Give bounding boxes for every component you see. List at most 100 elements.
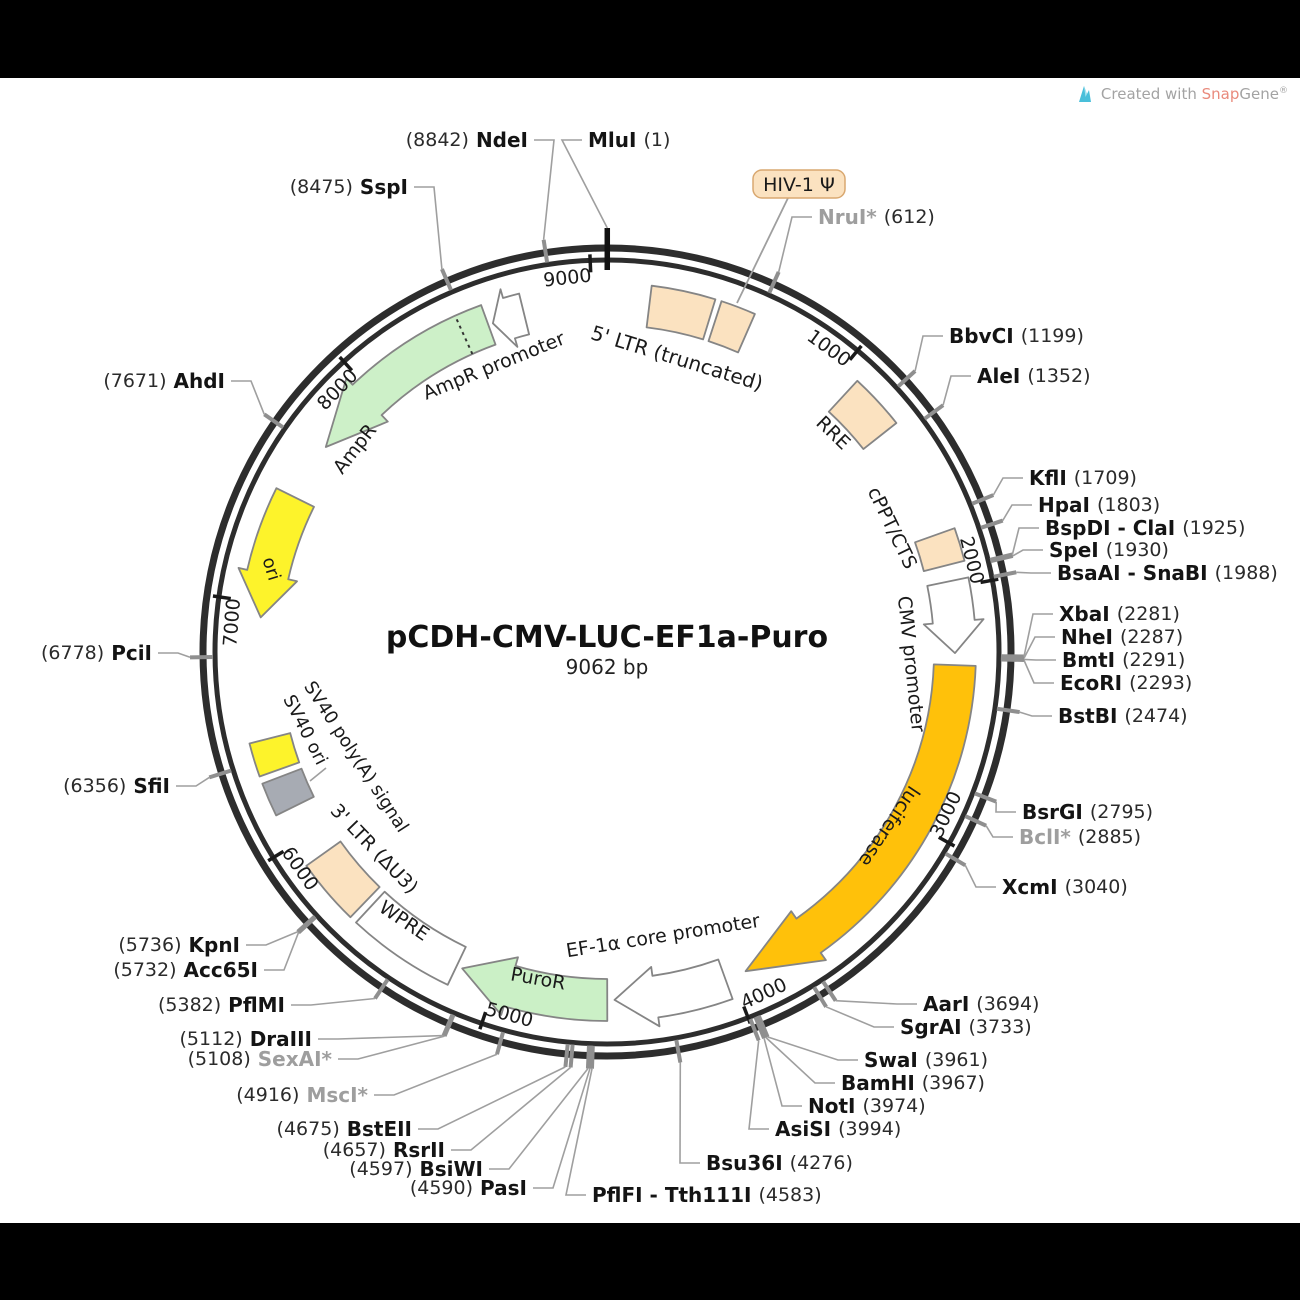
tick-5000 bbox=[478, 1011, 488, 1030]
feature-luc bbox=[744, 663, 977, 973]
site-leader-nhei bbox=[1023, 636, 1055, 659]
site-marker-bsu36i bbox=[674, 1039, 683, 1063]
site-label-ndei: (8842) NdeI bbox=[406, 128, 528, 152]
site-leader-ahdi bbox=[231, 380, 266, 415]
feature-puror bbox=[461, 956, 609, 1022]
site-marker-xcmi bbox=[944, 851, 967, 868]
site-marker-bspdi-clai bbox=[989, 552, 1013, 562]
site-label-rsrii: (4657) RsrII bbox=[323, 1138, 445, 1162]
site-label-bsu36i: Bsu36I (4276) bbox=[706, 1151, 853, 1175]
site-label-nrui-: NruI* (612) bbox=[818, 205, 935, 229]
tick-label-9000: 9000 bbox=[542, 265, 592, 292]
tick-2000 bbox=[980, 577, 999, 585]
site-marker-kfli bbox=[971, 493, 995, 506]
feature-amprp bbox=[492, 288, 530, 348]
feature-label-cmv-promoter: CMV promoter bbox=[893, 595, 929, 734]
site-marker-nrui- bbox=[767, 271, 781, 294]
site-leader-pcii bbox=[158, 652, 191, 659]
tick-9000 bbox=[588, 254, 593, 273]
site-label-noti: NotI (3974) bbox=[808, 1094, 926, 1118]
feature-cppt bbox=[914, 527, 966, 572]
site-leader-bsaai-snabi bbox=[1016, 571, 1051, 574]
site-marker-sexai- bbox=[442, 1014, 456, 1037]
site-label-msci-: (4916) MscI* bbox=[236, 1083, 368, 1107]
feature-wpre bbox=[355, 890, 467, 986]
site-marker-pflfi-tth111i bbox=[589, 1045, 595, 1069]
feature-rre bbox=[827, 379, 898, 450]
site-leader-kfli bbox=[992, 477, 1023, 496]
site-leader-bamhi bbox=[765, 1036, 835, 1084]
site-label-nhei: NheI (2287) bbox=[1061, 625, 1183, 649]
site-label-alei: AleI (1352) bbox=[977, 364, 1091, 388]
site-leader-hpai bbox=[1002, 504, 1032, 522]
site-leader-swai bbox=[767, 1036, 858, 1061]
site-leader-sgrai bbox=[825, 1006, 894, 1028]
site-leader-draiii bbox=[318, 1034, 444, 1040]
site-leader-msci- bbox=[374, 1053, 498, 1096]
site-marker-sspi bbox=[440, 268, 453, 291]
site-leader-asisi bbox=[748, 1040, 769, 1130]
site-label-bamhi: BamHI (3967) bbox=[841, 1071, 985, 1095]
psi-label-text: HIV-1 Ψ bbox=[763, 174, 835, 196]
site-marker-bcli- bbox=[964, 814, 987, 828]
site-leader-bsrgi bbox=[995, 801, 1016, 813]
tick-label-4000: 4000 bbox=[737, 974, 790, 1014]
feature-sv40pa bbox=[248, 732, 301, 778]
psi-label-bubble bbox=[752, 169, 846, 199]
site-marker-alei bbox=[923, 403, 945, 421]
site-marker-pflmi bbox=[373, 978, 390, 1000]
plasmid-title: pCDH-CMV-LUC-EF1a-Puro bbox=[386, 620, 828, 655]
site-marker-bbvci bbox=[896, 369, 917, 388]
site-label-draiii: (5112) DraIII bbox=[180, 1027, 312, 1051]
site-label-bsrgi: BsrGI (2795) bbox=[1022, 800, 1153, 824]
tick-label-1000: 1000 bbox=[803, 325, 855, 371]
feature-label-cppt-cts: cPPT/CTS bbox=[863, 483, 921, 572]
site-marker-swai bbox=[756, 1014, 770, 1038]
site-leader-ecori bbox=[1023, 659, 1054, 684]
feature-ef1a bbox=[613, 958, 734, 1028]
site-leader-pflfi-tth111i bbox=[565, 1068, 593, 1196]
feature-cmv bbox=[922, 576, 985, 654]
feature-label-ef-1-core-promoter: EF-1α core promoter bbox=[565, 910, 762, 962]
tick-7000 bbox=[212, 594, 232, 601]
site-leader-xbai bbox=[1023, 613, 1053, 657]
site-label-hpai: HpaI (1803) bbox=[1038, 493, 1160, 517]
site-leader-ndei bbox=[534, 139, 555, 240]
site-label-spei: SpeI (1930) bbox=[1049, 538, 1169, 562]
site-label-xbai: XbaI (2281) bbox=[1059, 602, 1180, 626]
site-label-kfli: KflI (1709) bbox=[1029, 466, 1137, 490]
site-marker-asisi bbox=[748, 1018, 761, 1042]
feature-ori bbox=[237, 487, 315, 619]
tick-1000 bbox=[848, 344, 863, 361]
site-leader-bstbi bbox=[1019, 711, 1052, 717]
site-marker-bsrgi bbox=[974, 791, 997, 804]
feature-ltr5 bbox=[645, 284, 717, 341]
site-leader-sspi bbox=[414, 186, 443, 270]
site-leader-bbvci bbox=[914, 335, 943, 372]
site-marker-ndei bbox=[541, 239, 550, 263]
tick-6000 bbox=[267, 849, 285, 863]
site-leader-pasi bbox=[533, 1068, 591, 1189]
site-label-aari: AarI (3694) bbox=[923, 992, 1039, 1016]
site-leader-bsteii bbox=[418, 1066, 566, 1130]
site-leader-kpni bbox=[246, 930, 299, 946]
site-leader-acc65i bbox=[264, 932, 300, 971]
site-marker-bstbi bbox=[996, 706, 1020, 715]
site-marker-hpai bbox=[980, 518, 1004, 530]
tick-3000 bbox=[937, 835, 956, 848]
site-label-bstbi: BstBI (2474) bbox=[1058, 704, 1188, 728]
site-label-bsiwi: (4597) BsiWI bbox=[349, 1157, 483, 1181]
connector-0 bbox=[309, 767, 327, 782]
site-marker-msci- bbox=[495, 1031, 505, 1055]
site-label-pcii: (6778) PciI bbox=[41, 641, 152, 665]
site-leader-nrui- bbox=[777, 216, 812, 273]
site-label-pflmi: (5382) PflMI bbox=[158, 993, 285, 1017]
site-label-sspi: (8475) SspI bbox=[290, 175, 408, 199]
site-label-sfii: (6356) SfiI bbox=[63, 774, 170, 798]
site-leader-sexai- bbox=[338, 1035, 445, 1060]
site-label-bsteii: (4675) BstEII bbox=[277, 1117, 412, 1141]
site-label-xcmi: XcmI (3040) bbox=[1002, 875, 1128, 899]
site-label-asisi: AsiSI (3994) bbox=[775, 1117, 901, 1141]
site-marker-rsrii bbox=[568, 1044, 575, 1068]
